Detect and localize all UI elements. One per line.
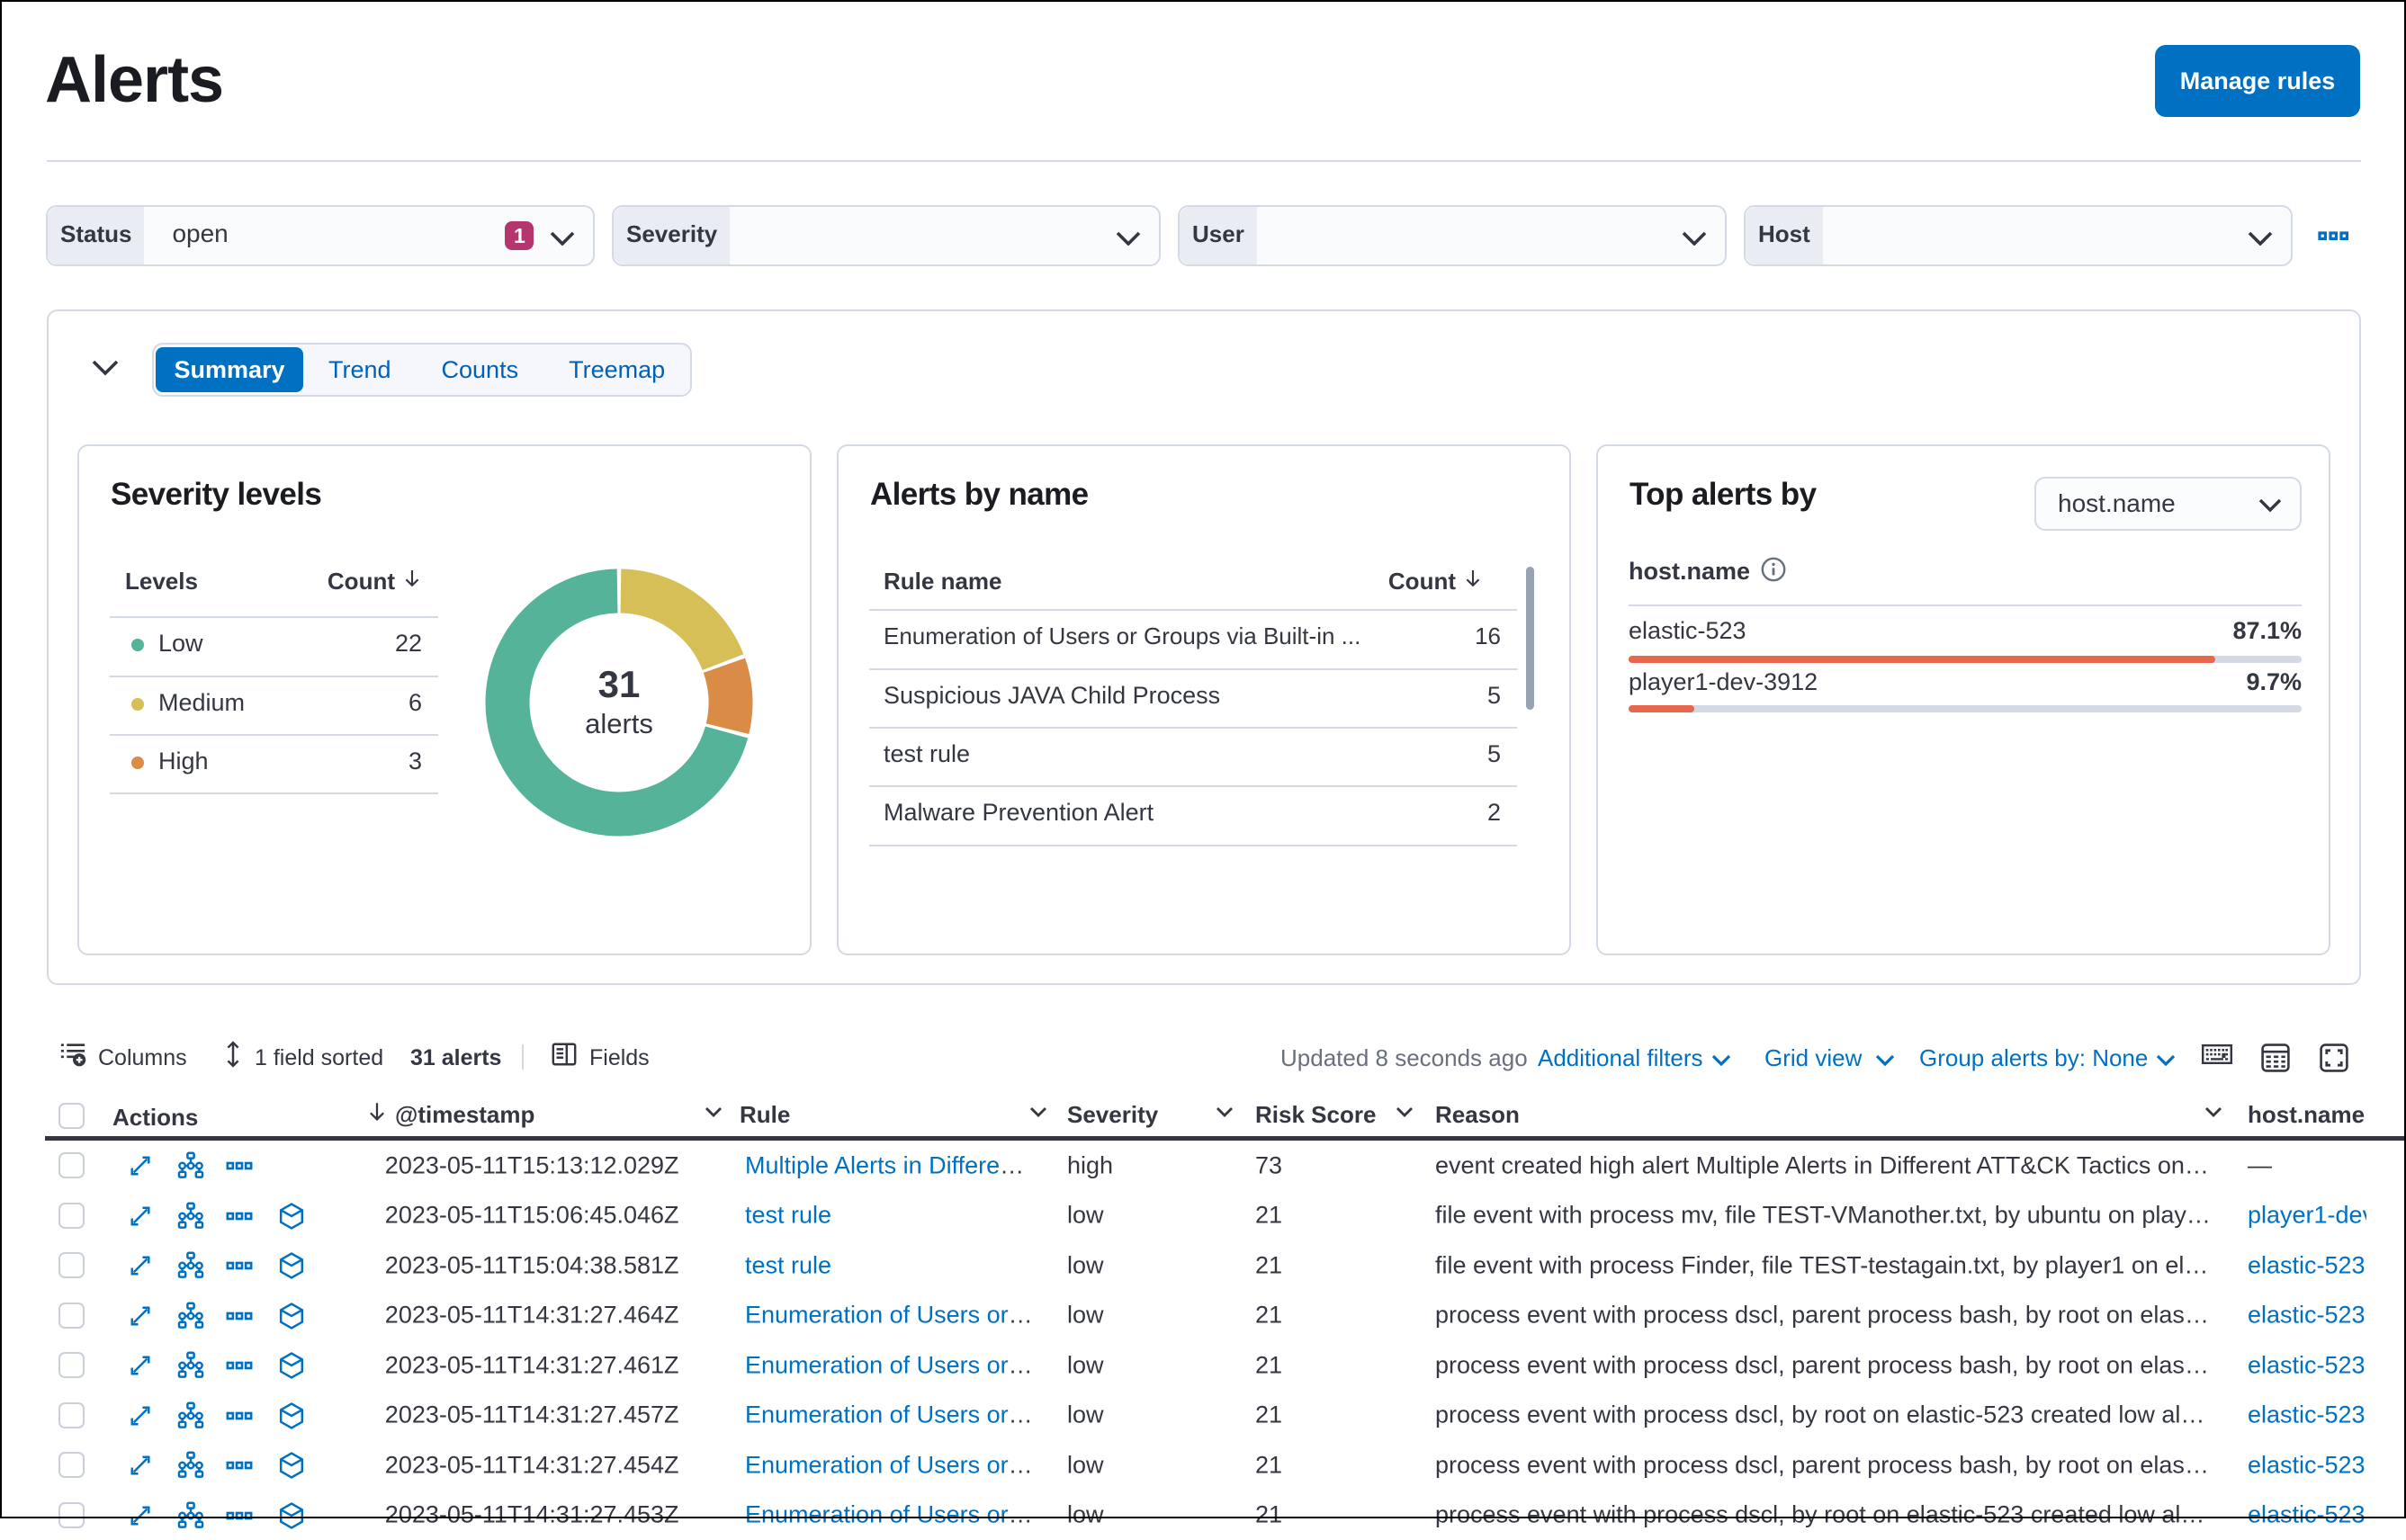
svg-text:alerts: alerts bbox=[585, 708, 653, 739]
svg-text:31: 31 bbox=[598, 663, 641, 705]
